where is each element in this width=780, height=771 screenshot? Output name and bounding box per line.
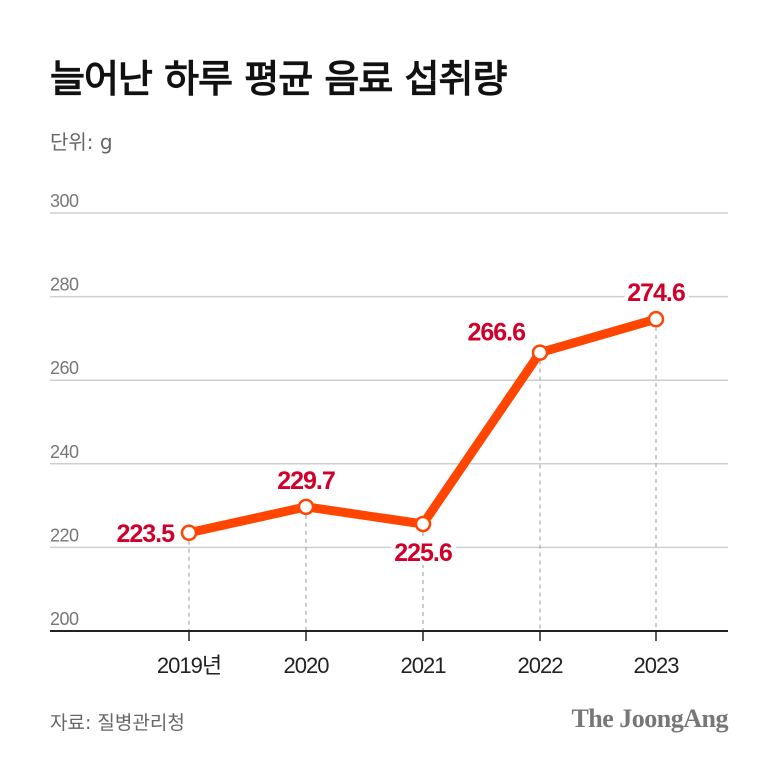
source-label: 자료: 질병관리청 bbox=[50, 712, 185, 734]
data-label: 229.7 bbox=[277, 467, 335, 495]
y-tick-label: 240 bbox=[50, 442, 79, 462]
chart-title: 늘어난 하루 평균 음료 섭취량 bbox=[50, 57, 507, 101]
brand-logo: The JoongAng bbox=[571, 704, 728, 733]
data-label: 225.6 bbox=[394, 539, 452, 567]
data-point-marker bbox=[647, 310, 665, 328]
data-point-marker bbox=[180, 524, 198, 542]
y-tick-label: 260 bbox=[50, 358, 79, 378]
data-label-halo: 229.7 bbox=[277, 467, 335, 495]
data-label: 274.6 bbox=[627, 279, 685, 307]
x-tick-label: 2019년 bbox=[157, 653, 221, 678]
data-label-halo: 225.6 bbox=[394, 539, 452, 567]
data-label-halo: 266.6 bbox=[467, 319, 525, 347]
x-tick-label: 2022 bbox=[518, 653, 564, 678]
data-label-halo: 223.5 bbox=[116, 520, 175, 548]
y-tick-label: 220 bbox=[50, 525, 79, 545]
data-label-halo: 274.6 bbox=[627, 279, 685, 307]
x-tick-label: 2020 bbox=[284, 653, 330, 678]
x-tick-label: 2021 bbox=[401, 653, 447, 678]
data-point-marker bbox=[297, 498, 315, 516]
x-tick-label: 2023 bbox=[634, 653, 680, 678]
unit-label: 단위: g bbox=[50, 130, 113, 154]
y-tick-label: 280 bbox=[50, 275, 79, 295]
y-tick-label: 200 bbox=[50, 609, 79, 629]
y-tick-label: 300 bbox=[50, 191, 79, 211]
data-point-marker bbox=[414, 515, 432, 533]
data-label: 266.6 bbox=[467, 319, 525, 347]
data-point-marker bbox=[531, 344, 549, 361]
data-line bbox=[184, 314, 661, 538]
data-label: 223.5 bbox=[116, 520, 175, 548]
